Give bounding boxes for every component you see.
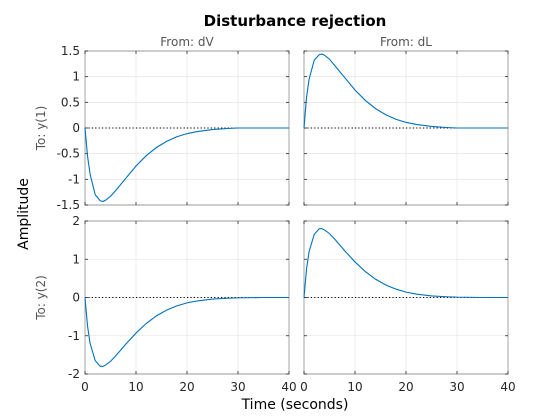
x-tick-label: 30 — [230, 380, 245, 394]
y-tick-label: 1 — [72, 70, 80, 84]
x-tick-label: 30 — [449, 380, 464, 394]
response-line-r1-c2 — [303, 53, 508, 129]
subplot-r2-c1: 210-1-2To: y(2)0 10 20 30 40 — [34, 214, 297, 394]
y-tick-label: 1 — [72, 252, 80, 266]
y-tick-label: 1.5 — [61, 44, 80, 58]
x-tick-label: 0 — [81, 380, 89, 394]
row-label-y2: To: y(2) — [34, 275, 48, 321]
response-line-r1-c1 — [84, 127, 289, 202]
subplot-r2-c2: 0 10 20 30 40 — [300, 220, 516, 394]
x-tick-label: 10 — [128, 380, 143, 394]
x-tick-label: 40 — [500, 380, 515, 394]
x-tick-label: 0 — [300, 380, 308, 394]
y-tick-label: 2 — [72, 214, 80, 228]
column-label-dl: From: dL — [380, 35, 432, 49]
y-tick-label: 0 — [72, 291, 80, 305]
y-tick-label: 0 — [72, 121, 80, 135]
x-tick-label: 40 — [281, 380, 296, 394]
x-tick-label: 20 — [179, 380, 194, 394]
y-tick-label: -1 — [68, 172, 80, 186]
row-label-y1: To: y(1) — [34, 106, 48, 152]
x-tick-label: 10 — [347, 380, 362, 394]
y-tick-label: -0.5 — [57, 147, 80, 161]
subplot-grid: 1.510.50-0.5-1-1.5To: y(1)210-1-2To: y(2… — [34, 44, 516, 394]
subplot-r1-c1: 1.5 1 0.5 0 -0.5 -1 -1.5 To: y(1) — [34, 44, 290, 212]
y-axis-label: Amplitude — [16, 178, 32, 250]
y-tick-label: -2 — [68, 367, 80, 381]
x-axis-label: Time (seconds) — [241, 397, 349, 413]
response-line-r2-c1 — [84, 296, 289, 367]
response-line-r2-c2 — [303, 228, 508, 299]
column-label-dv: From: dV — [160, 35, 214, 49]
y-tick-label: -1.5 — [57, 198, 80, 212]
figure-title: Disturbance rejection — [204, 12, 387, 30]
subplot-r1-c2 — [303, 50, 509, 206]
y-tick-label: -1 — [68, 329, 80, 343]
x-tick-label: 20 — [398, 380, 413, 394]
y-tick-label: 0.5 — [61, 95, 80, 109]
